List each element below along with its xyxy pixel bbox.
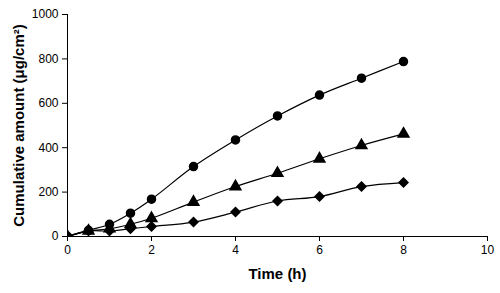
svg-text:200: 200 [38, 185, 58, 199]
svg-text:2: 2 [148, 243, 155, 257]
svg-text:6: 6 [316, 243, 323, 257]
svg-text:8: 8 [400, 243, 407, 257]
svg-text:10: 10 [481, 243, 495, 257]
svg-text:4: 4 [232, 243, 239, 257]
svg-text:800: 800 [38, 52, 58, 66]
svg-text:Cumulative amount (μg/cm²): Cumulative amount (μg/cm²) [10, 24, 27, 227]
svg-text:1000: 1000 [32, 7, 59, 21]
svg-text:0: 0 [64, 243, 71, 257]
svg-text:0: 0 [52, 229, 59, 243]
svg-text:600: 600 [38, 96, 58, 110]
svg-text:Time (h): Time (h) [248, 265, 306, 282]
svg-text:400: 400 [38, 141, 58, 155]
